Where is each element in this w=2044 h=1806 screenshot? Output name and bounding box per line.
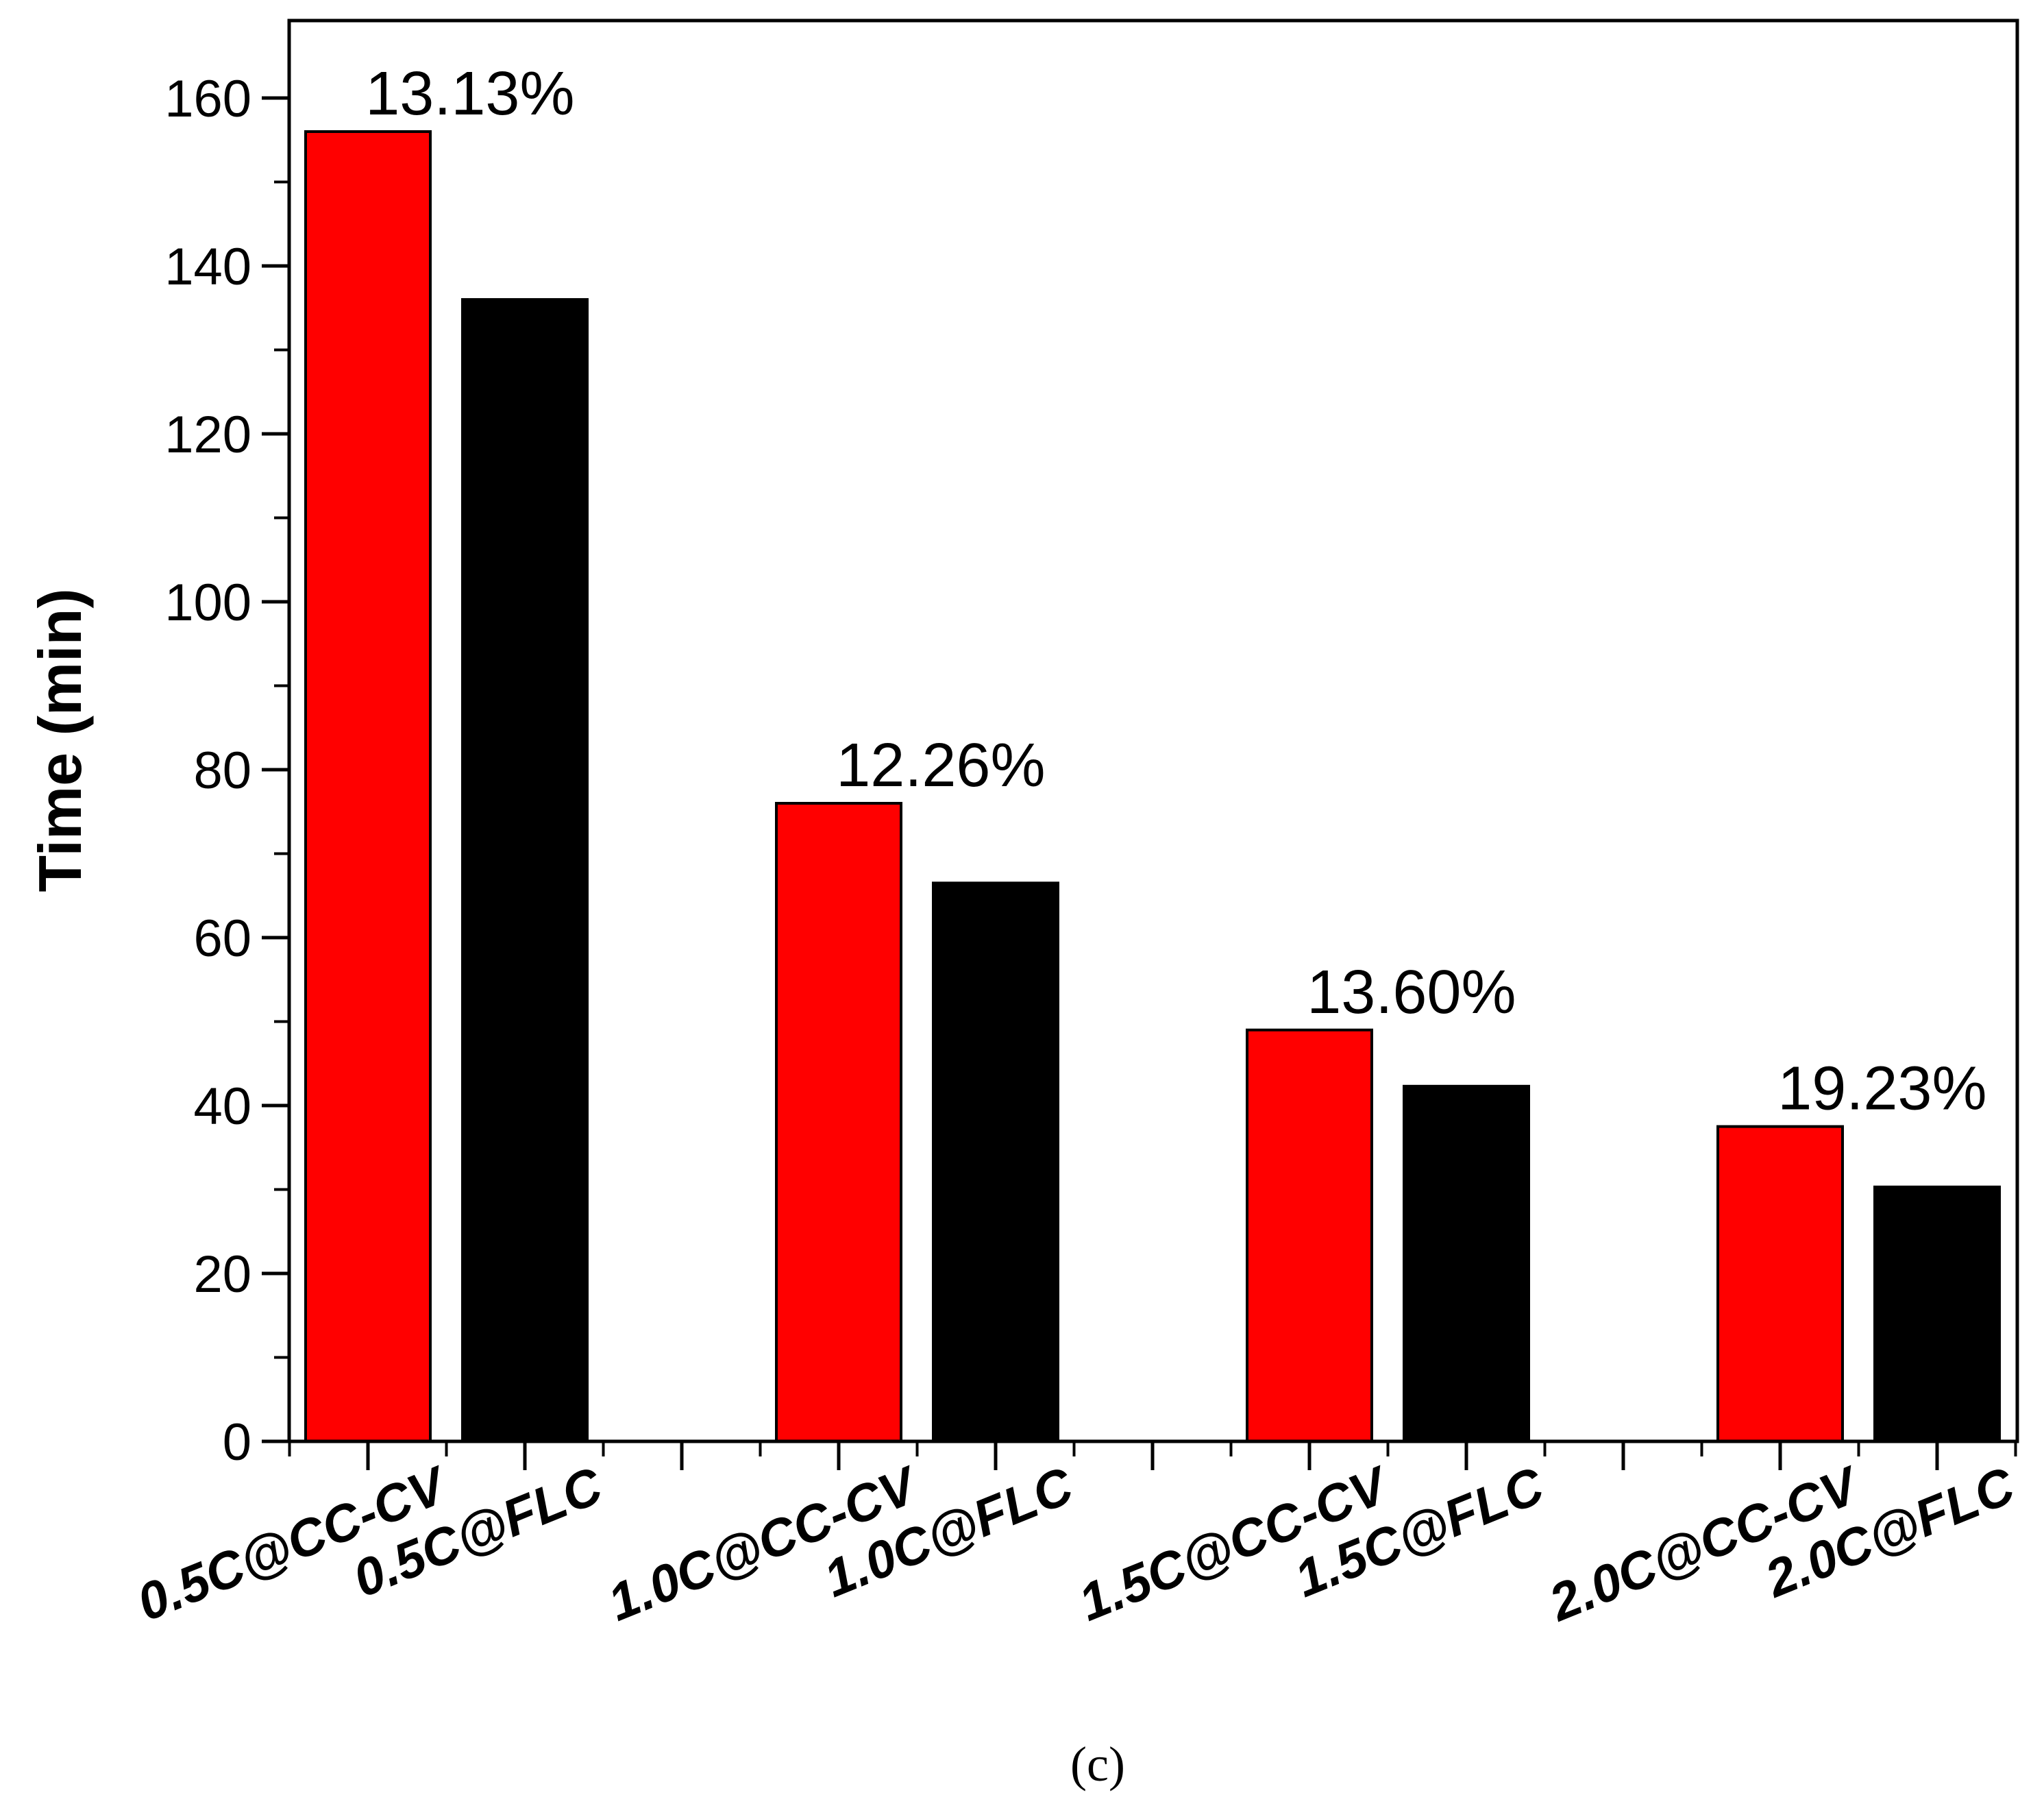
- bar-1-5c-cc-cv: [1246, 1028, 1373, 1443]
- y-tick-label: 80: [193, 742, 251, 800]
- bars-layer: [304, 130, 2001, 1443]
- y-tick-label: 60: [193, 910, 251, 968]
- bar-1-5c-flc: [1403, 1084, 1530, 1443]
- y-tick-label: 40: [193, 1077, 251, 1136]
- bar-0-5c-flc: [461, 298, 589, 1443]
- group-annotation: 13.13%: [365, 60, 574, 128]
- x-axis-ticks: [288, 1441, 2017, 1470]
- annotations-layer: 13.13% 12.26% 13.60% 19.23%: [365, 60, 1986, 1123]
- y-tick-label: 20: [193, 1245, 251, 1304]
- figure-caption: (c): [1070, 1737, 1125, 1792]
- group-annotation: 19.23%: [1777, 1055, 1986, 1123]
- bar-2-0c-cc-cv: [1716, 1125, 1844, 1443]
- y-axis-label: Time (min): [26, 588, 94, 892]
- group-annotation: 12.26%: [836, 731, 1045, 800]
- bar-1-0c-cc-cv: [775, 802, 902, 1443]
- group-annotation: 13.60%: [1307, 958, 1516, 1027]
- y-tick-label: 140: [164, 238, 251, 296]
- bar-1-0c-flc: [932, 881, 1059, 1443]
- bar-2-0c-flc: [1873, 1185, 2001, 1443]
- y-tick-label: 100: [164, 574, 251, 632]
- y-axis-ticks: 0 20 40 60 80 100 120 140 160: [164, 70, 289, 1472]
- y-tick-label: 120: [164, 406, 251, 464]
- y-tick-label: 0: [223, 1413, 251, 1472]
- y-tick-label: 160: [164, 70, 251, 128]
- category-labels: 0.5C@CC-CV0.5C@FLC1.0C@CC-CV1.0C@FLC1.5C…: [130, 1455, 2023, 1633]
- bar-0-5c-cc-cv: [304, 130, 432, 1443]
